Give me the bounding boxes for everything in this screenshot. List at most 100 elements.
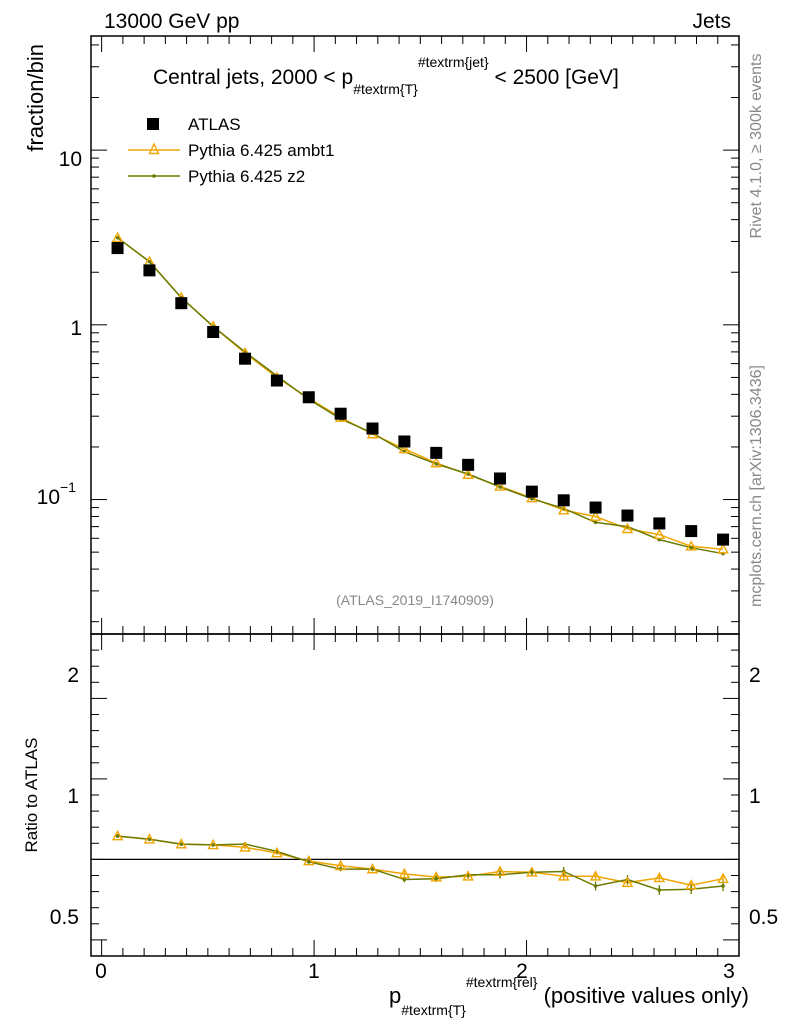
ratio-ambt1-point (462, 870, 474, 881)
ratio-ytick-label-right: 0.5 (749, 906, 778, 929)
title-part: Central jets, 2000 < p (153, 66, 353, 89)
ambt1-point (653, 528, 666, 539)
z2-point (147, 259, 152, 264)
atlas-point (653, 517, 666, 530)
atlas-point (334, 407, 347, 420)
main-ytick-exponent: −1 (60, 479, 76, 495)
atlas-point (557, 494, 570, 507)
ratio-z2-point (306, 860, 311, 864)
z2-point (115, 235, 120, 240)
atlas-point (366, 422, 379, 435)
ratio-ambt1-point (302, 854, 315, 866)
main-ytick-label: 10 (59, 148, 82, 171)
main-axis-ticks (91, 36, 740, 634)
ratio-ambt1-point (111, 830, 124, 841)
ambt1-point (589, 510, 602, 521)
ratio-ylabel: Ratio to ATLAS (22, 738, 41, 853)
xlabel-superscript: #textrm{rel} (466, 974, 538, 990)
xlabel-part: p (389, 983, 401, 1008)
ratio-ambt1-point (334, 859, 347, 871)
legend-marker-atlas (147, 118, 159, 130)
ambt1-point (430, 456, 443, 468)
ambt1-point (557, 504, 570, 515)
xtick-label: 1 (308, 960, 320, 983)
ratio-ambt1-point (175, 838, 188, 849)
atlas-point (430, 446, 443, 459)
ratio-ambt1-point (685, 879, 697, 890)
ratio-ambt1-point (653, 871, 666, 883)
legend-marker-ambt1 (148, 142, 160, 155)
ratio-z2-point (211, 843, 215, 847)
z2-point (530, 496, 534, 501)
z2-point (466, 472, 470, 476)
atlas-point (398, 435, 411, 448)
ratio-z2-point (593, 884, 598, 888)
ratio-z2-point (179, 842, 184, 846)
z2-point (434, 462, 439, 466)
ambt1-point (685, 540, 697, 551)
title-superscript: #textrm{jet} (418, 54, 489, 70)
xlabel-subscript: #textrm{T} (401, 1002, 466, 1018)
ratio-ambt1-point (526, 866, 538, 877)
ambt1-point (621, 522, 634, 534)
ratio-z2-point (530, 870, 534, 875)
xaxis-label: p#textrm{T}#textrm{rel} (positive values… (389, 974, 749, 1018)
ambt1-line (117, 237, 724, 550)
atlas-point (621, 509, 634, 522)
ratio-ytick-label: 2 (67, 664, 79, 687)
ratio-ambt1-point (494, 865, 506, 876)
z2-point (593, 520, 598, 525)
atlas-point (143, 264, 156, 277)
atlas-point (493, 472, 506, 485)
legend: ATLAS Pythia 6.425 ambt1 Pythia 6.425 z2 (128, 115, 334, 186)
chart-title: Central jets, 2000 < p#textrm{T}#textrm{… (153, 54, 619, 97)
main-series-group (111, 231, 730, 556)
ratio-ytick-label-right: 1 (749, 785, 761, 808)
ratio-z2-point (434, 876, 439, 881)
xtick-label: 0 (95, 960, 107, 983)
mcplots-label: mcplots.cern.ch [arXiv:1306.3436] (748, 365, 765, 607)
ratio-ytick-label-right: 2 (749, 664, 761, 687)
ratio-z2-point (721, 884, 725, 888)
ratio-z2-point (147, 837, 152, 842)
atlas-point (207, 325, 220, 338)
ratio-ytick-label: 1 (67, 785, 79, 808)
ambt1-point (111, 231, 124, 243)
ratio-ambt1-point (621, 876, 634, 888)
ratio-z2-line (117, 835, 724, 891)
atlas-point (270, 374, 283, 387)
ratio-panel-frame (90, 633, 740, 957)
ambt1-point (462, 468, 474, 479)
atlas-point (239, 352, 252, 365)
title-subscript: #textrm{T} (353, 81, 418, 97)
legend-label: Pythia 6.425 z2 (188, 167, 305, 186)
ratio-ambt1-point (589, 870, 602, 881)
z2-point (689, 545, 693, 550)
main-ytick-label: 10 (37, 486, 60, 509)
ratio-ambt1-point (143, 833, 156, 844)
title-part: < 2500 [GeV] (489, 66, 619, 89)
ratio-ambt1-point (430, 871, 443, 882)
ratio-axis-ticks (91, 633, 740, 957)
atlas-point (685, 525, 698, 538)
ambt1-point (494, 480, 506, 491)
ratio-ambt1-point (398, 867, 411, 879)
ratio-series-group (91, 830, 739, 895)
ambt1-point (398, 442, 411, 454)
atlas-point (175, 297, 188, 310)
main-ylabel: fraction/bin (23, 44, 48, 152)
xtick-label: 3 (723, 960, 735, 983)
xtick-label: 2 (516, 960, 528, 983)
ratio-ambt1-point (271, 846, 283, 858)
header-left: 13000 GeV pp (104, 10, 239, 33)
ratio-z2-point (657, 888, 662, 892)
xlabel-part: (positive values only) (537, 983, 749, 1008)
ambt1-point (717, 543, 729, 554)
z2-line (117, 237, 724, 555)
ratio-ambt1-point (717, 872, 729, 884)
ratio-z2-point (115, 834, 120, 838)
ratio-z2-point (370, 867, 375, 871)
atlas-point (589, 501, 602, 514)
atlas-point (302, 391, 315, 404)
